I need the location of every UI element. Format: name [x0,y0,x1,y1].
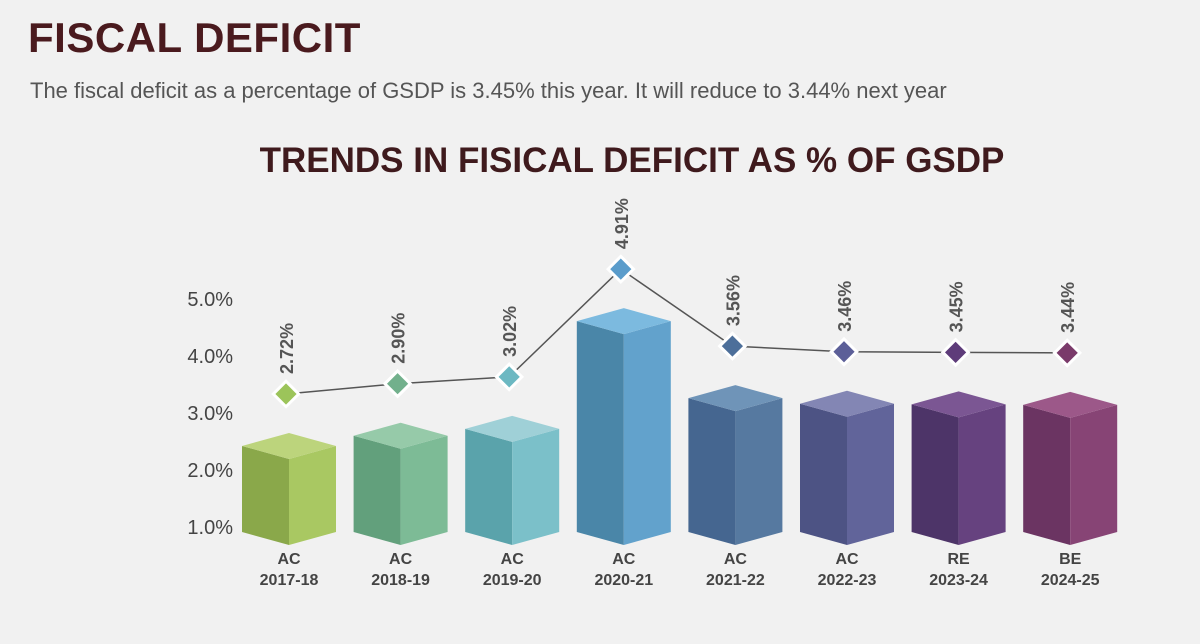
y-tick-label: 4.0% [187,346,233,368]
data-point-marker [717,331,748,361]
bar-right-face [735,398,783,545]
bar-right-face [512,428,560,545]
category-type-label: AC [501,551,525,568]
data-label: 2.90% [389,313,409,364]
bar-right-face [623,321,671,545]
category-year-label: 2024-25 [1041,572,1100,589]
trend-line [285,268,1068,395]
data-label: 3.02% [500,306,520,357]
category-year-label: 2020-21 [594,572,653,589]
bar-left-face [576,321,624,545]
bar-left-face [800,403,847,545]
data-point-marker [605,254,636,284]
category-type-label: AC [389,551,413,568]
bar-left-face [353,435,401,545]
bar-top-face [911,391,1006,418]
category-type-label: AC [835,551,859,568]
y-tick-label: 3.0% [187,403,233,425]
category-type-label: AC [724,551,748,568]
bar-top-face [1023,391,1118,418]
page-subtitle: The fiscal deficit as a percentage of GS… [30,78,947,103]
bar-left-face [242,445,289,545]
category-year-label: 2022-23 [818,572,877,589]
bar-right-face [1070,404,1118,545]
category-type-label: AC [277,551,301,568]
category-year-label: 2021-22 [706,572,765,589]
bar-left-face [465,428,513,545]
category-year-label: 2018-19 [371,572,430,589]
bar-right-face [289,445,336,545]
bar-left-face [688,398,736,545]
data-label: 2.72% [277,323,297,374]
data-label: 3.56% [723,275,743,326]
category-type-label: RE [947,551,970,568]
y-tick-label: 5.0% [187,289,233,311]
data-point-marker [829,336,859,367]
data-label: 4.91% [612,198,632,249]
data-label: 3.44% [1058,282,1078,333]
data-label: 3.46% [835,281,855,332]
y-tick-label: 2.0% [187,460,233,482]
category-type-label: AC [612,551,636,568]
data-point-marker [382,368,413,399]
bar-top-face [242,432,336,459]
bar-right-face [847,403,894,545]
bar-top-face [353,422,448,449]
bar-top-face [800,390,894,417]
data-point-marker [494,362,525,392]
bar-left-face [1023,404,1071,545]
data-point-marker [940,337,971,368]
page-title: FISCAL DEFICIT [28,14,361,61]
bar-left-face [911,404,959,545]
y-tick-label: 1.0% [187,517,233,539]
category-type-label: BE [1059,551,1082,568]
category-year-label: 2019-20 [483,572,542,589]
data-label: 3.45% [947,281,967,332]
bar-right-face [958,404,1006,545]
bar-top-face [688,385,783,412]
bar-right-face [400,435,448,545]
chart-title: TRENDS IN FISICAL DEFICIT AS % OF GSDP [260,141,1005,180]
data-point-marker [271,379,301,409]
bar-top-face [465,415,560,442]
bar-top-face [576,308,671,335]
category-year-label: 2017-18 [260,572,319,589]
data-point-marker [1052,338,1083,368]
category-year-label: 2023-24 [929,572,988,589]
